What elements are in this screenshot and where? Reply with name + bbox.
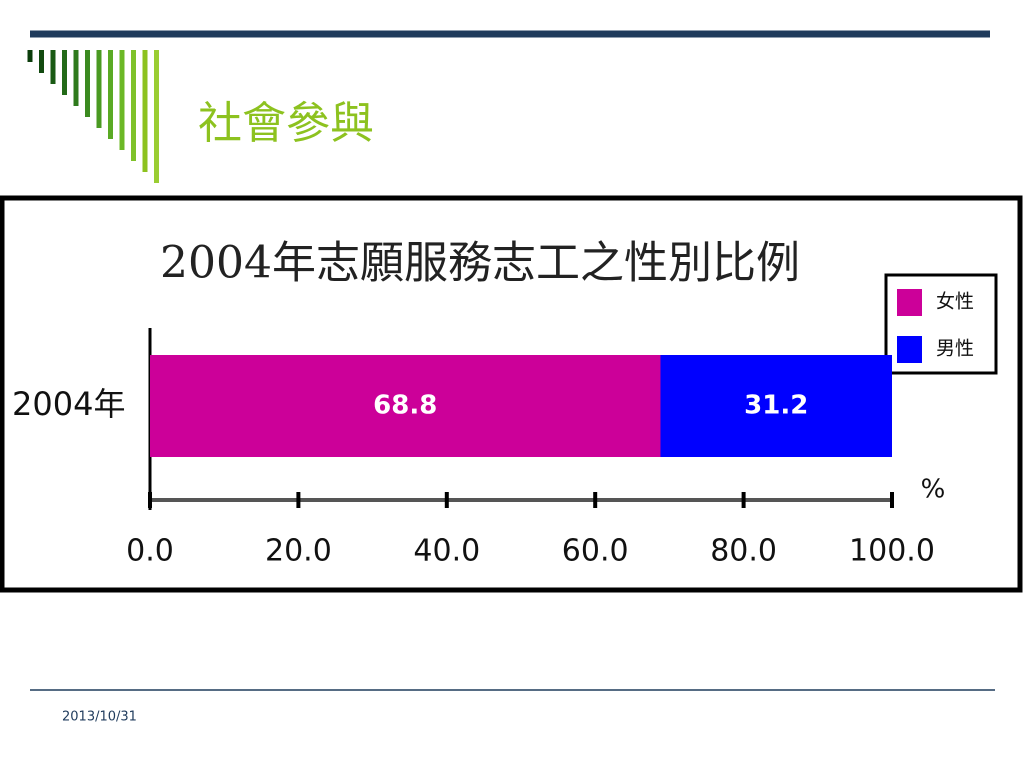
chart-title: 2004年志願服務志工之性別比例 (160, 238, 800, 289)
data-label: 31.2 (744, 391, 808, 421)
x-tick-label: 20.0 (265, 534, 332, 569)
legend-label: 男性 (936, 338, 974, 360)
x-axis-label: % (921, 475, 946, 505)
x-tick-label: 0.0 (126, 534, 174, 569)
slide-title: 社會參與 (198, 98, 374, 149)
data-label: 68.8 (373, 391, 437, 421)
legend-swatch (897, 336, 922, 363)
decoration (27, 50, 159, 183)
x-tick-label: 40.0 (413, 534, 480, 569)
bar (660, 355, 892, 457)
x-tick-label: 60.0 (562, 534, 629, 569)
y-tick-label: 2004年 (12, 385, 125, 423)
x-tick-label: 80.0 (710, 534, 777, 569)
date: 2013/10/31 (62, 710, 137, 725)
x-tick-label: 100.0 (849, 534, 935, 569)
legend-label: 女性 (936, 291, 974, 313)
bar (150, 355, 661, 457)
legend-swatch (897, 289, 922, 316)
